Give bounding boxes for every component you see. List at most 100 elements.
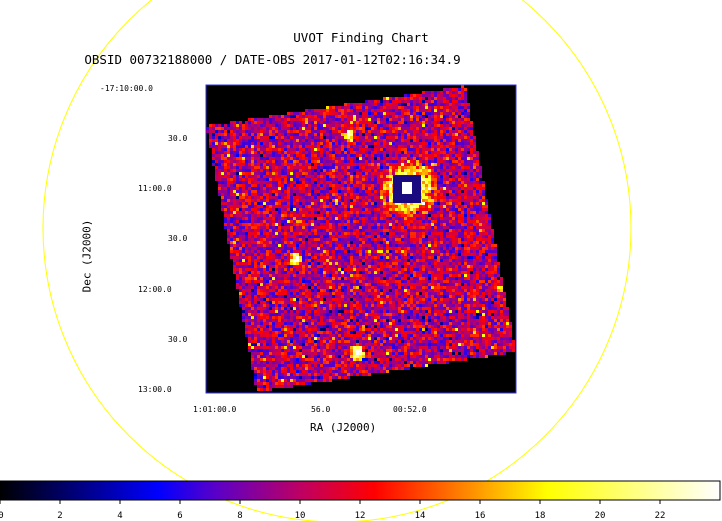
image-pixel — [401, 166, 404, 169]
image-pixel — [383, 205, 386, 208]
image-pixel — [476, 160, 479, 163]
image-pixel — [449, 142, 452, 145]
image-pixel — [269, 163, 272, 166]
image-pixel — [248, 229, 251, 232]
image-pixel — [245, 142, 248, 145]
image-pixel — [410, 247, 413, 250]
image-pixel — [368, 181, 371, 184]
image-pixel — [371, 124, 374, 127]
image-pixel — [227, 214, 230, 217]
image-pixel — [359, 112, 362, 115]
image-pixel — [290, 238, 293, 241]
image-pixel — [296, 220, 299, 223]
image-pixel — [401, 172, 404, 175]
image-pixel — [470, 235, 473, 238]
image-pixel — [308, 175, 311, 178]
image-pixel — [218, 166, 221, 169]
image-pixel — [431, 247, 434, 250]
image-pixel — [311, 124, 314, 127]
image-pixel — [377, 217, 380, 220]
image-pixel — [461, 157, 464, 160]
image-pixel — [332, 115, 335, 118]
image-pixel — [431, 217, 434, 220]
image-pixel — [476, 238, 479, 241]
image-pixel — [242, 253, 245, 256]
image-pixel — [293, 208, 296, 211]
image-pixel — [320, 193, 323, 196]
image-pixel — [275, 145, 278, 148]
image-pixel — [440, 136, 443, 139]
image-pixel — [374, 169, 377, 172]
image-pixel — [284, 208, 287, 211]
image-pixel — [323, 253, 326, 256]
image-pixel — [491, 238, 494, 241]
image-pixel — [446, 145, 449, 148]
image-pixel — [401, 271, 404, 274]
image-pixel — [398, 127, 401, 130]
image-pixel — [245, 268, 248, 271]
image-pixel — [272, 163, 275, 166]
image-pixel — [281, 178, 284, 181]
image-pixel — [323, 121, 326, 124]
image-pixel — [383, 217, 386, 220]
image-pixel — [335, 208, 338, 211]
image-pixel — [311, 169, 314, 172]
image-pixel — [317, 130, 320, 133]
image-pixel — [377, 172, 380, 175]
image-pixel — [236, 244, 239, 247]
image-pixel — [311, 259, 314, 262]
image-pixel — [350, 268, 353, 271]
image-pixel — [437, 187, 440, 190]
image-pixel — [314, 235, 317, 238]
image-pixel — [371, 130, 374, 133]
image-pixel — [281, 142, 284, 145]
image-pixel — [233, 247, 236, 250]
image-pixel — [359, 211, 362, 214]
image-pixel — [467, 181, 470, 184]
image-pixel — [431, 127, 434, 130]
image-pixel — [401, 226, 404, 229]
image-pixel — [344, 208, 347, 211]
image-pixel — [437, 163, 440, 166]
image-pixel — [377, 220, 380, 223]
image-pixel — [350, 169, 353, 172]
image-pixel — [305, 259, 308, 262]
image-pixel — [347, 220, 350, 223]
image-pixel — [458, 112, 461, 115]
image-pixel — [425, 196, 428, 199]
image-pixel — [320, 160, 323, 163]
image-pixel — [335, 217, 338, 220]
image-pixel — [326, 247, 329, 250]
image-pixel — [317, 238, 320, 241]
image-pixel — [452, 208, 455, 211]
image-pixel — [416, 97, 419, 100]
image-pixel — [329, 148, 332, 151]
image-pixel — [473, 172, 476, 175]
image-pixel — [482, 205, 485, 208]
image-pixel — [383, 268, 386, 271]
image-pixel — [446, 199, 449, 202]
image-pixel — [329, 271, 332, 274]
image-pixel — [446, 226, 449, 229]
image-pixel — [449, 181, 452, 184]
image-pixel — [383, 187, 386, 190]
image-pixel — [245, 262, 248, 265]
image-pixel — [452, 181, 455, 184]
image-pixel — [227, 142, 230, 145]
image-pixel — [386, 211, 389, 214]
image-pixel — [344, 193, 347, 196]
image-pixel — [347, 139, 350, 142]
image-pixel — [338, 241, 341, 244]
image-pixel — [347, 253, 350, 256]
image-pixel — [434, 121, 437, 124]
image-pixel — [422, 190, 425, 193]
image-pixel — [281, 151, 284, 154]
image-pixel — [326, 229, 329, 232]
image-pixel — [230, 190, 233, 193]
image-pixel — [353, 169, 356, 172]
image-pixel — [434, 202, 437, 205]
image-pixel — [413, 142, 416, 145]
image-pixel — [377, 136, 380, 139]
image-pixel — [449, 178, 452, 181]
image-pixel — [308, 214, 311, 217]
